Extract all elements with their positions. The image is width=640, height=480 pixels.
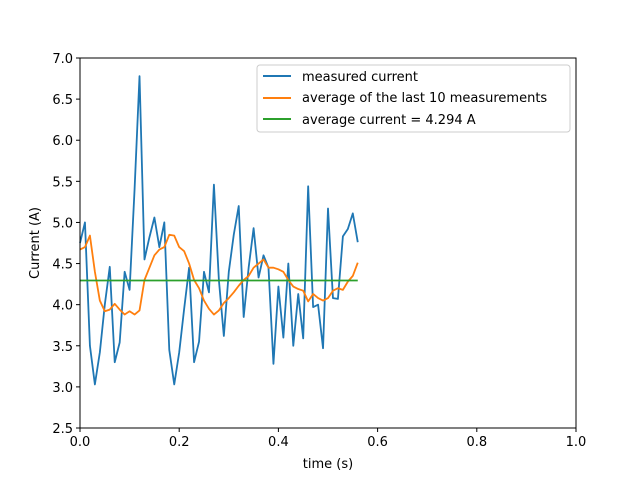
legend-box: [256, 64, 571, 133]
y-tick-label: 3.0: [52, 381, 73, 396]
y-tick-label: 4.0: [52, 299, 73, 314]
legend-label-measured-current: measured current: [302, 70, 418, 85]
series-layer: [79, 75, 359, 386]
x-axis-label: time (s): [303, 457, 353, 472]
legend-label-average-last-10: average of the last 10 measurements: [302, 91, 547, 106]
x-tick-label: 0.4: [268, 435, 289, 450]
series-line-1: [79, 233, 359, 316]
x-tick-label: 0.6: [367, 435, 388, 450]
x-tick-label: 0.0: [70, 435, 91, 450]
y-tick-label: 5.0: [52, 216, 73, 231]
legend: measured current average of the last 10 …: [256, 64, 571, 133]
y-axis-ticks: 2.5 3.0 3.5 4.0 4.5 5.0 5.5 6.0 6.5 7.0: [52, 52, 80, 437]
y-tick-label: 7.0: [52, 52, 73, 67]
y-tick-label: 2.5: [52, 422, 73, 437]
y-tick-label: 6.0: [52, 134, 73, 149]
legend-label-average-current: average current = 4.294 A: [302, 113, 476, 128]
y-axis-label: Current (A): [28, 207, 43, 279]
x-axis-ticks: 0.0 0.2 0.4 0.6 0.8 1.0: [70, 428, 587, 450]
axes-frame: [79, 57, 577, 429]
x-tick-label: 0.8: [466, 435, 487, 450]
y-tick-label: 6.5: [52, 93, 73, 108]
y-tick-label: 3.5: [52, 340, 73, 355]
x-tick-label: 0.2: [169, 435, 190, 450]
y-tick-label: 5.5: [52, 175, 73, 190]
y-tick-label: 4.5: [52, 258, 73, 273]
x-tick-label: 1.0: [566, 435, 587, 450]
